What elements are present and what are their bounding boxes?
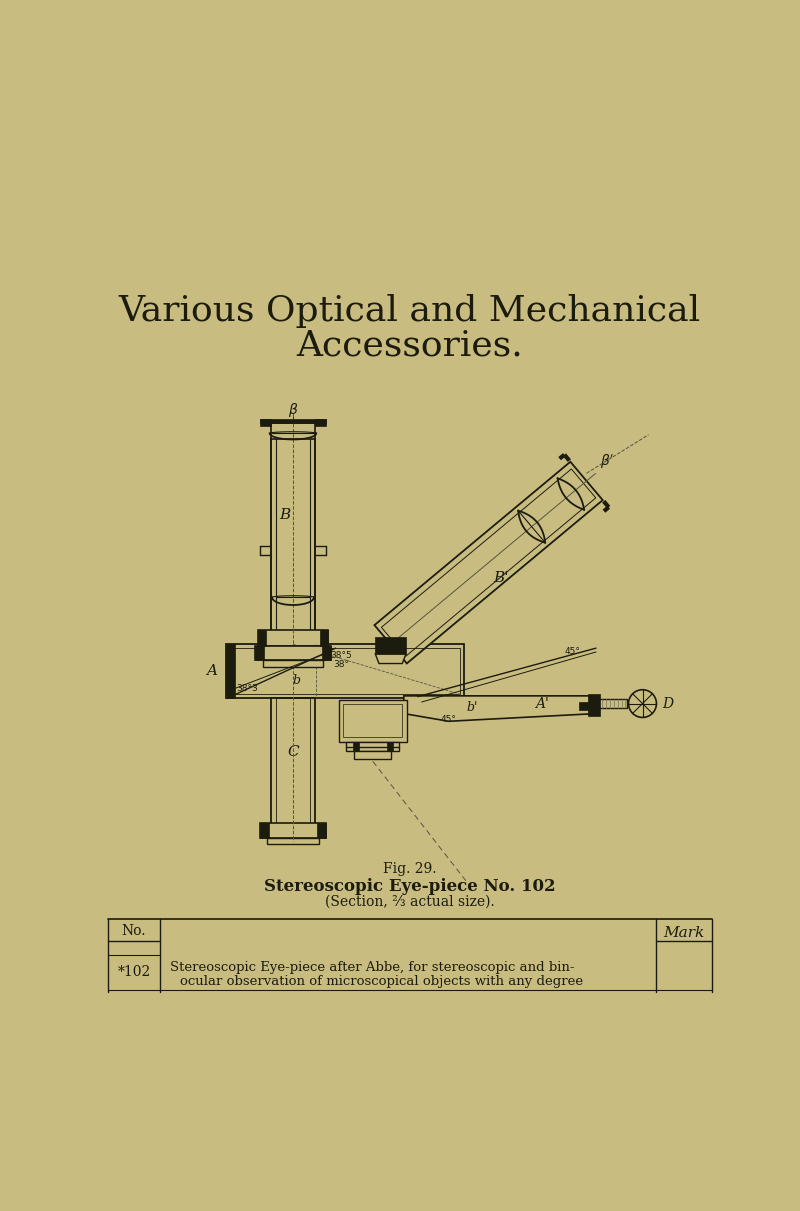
- Bar: [255, 645, 331, 660]
- Text: A': A': [535, 698, 549, 711]
- Bar: [386, 742, 393, 751]
- Bar: [315, 419, 326, 425]
- Bar: [262, 660, 323, 667]
- Text: $\beta$: $\beta$: [288, 401, 298, 419]
- Text: No.: No.: [122, 924, 146, 937]
- Text: $\beta'$: $\beta'$: [601, 453, 615, 471]
- Bar: [260, 823, 326, 838]
- Polygon shape: [374, 461, 602, 664]
- Bar: [579, 702, 590, 710]
- Text: (Section, ⅔ actual size).: (Section, ⅔ actual size).: [325, 895, 495, 908]
- Bar: [322, 645, 331, 660]
- Text: b': b': [466, 701, 478, 714]
- Text: a: a: [290, 650, 298, 664]
- Bar: [255, 645, 264, 660]
- Bar: [353, 742, 359, 751]
- Bar: [258, 631, 266, 645]
- Bar: [260, 823, 269, 838]
- Bar: [375, 637, 406, 654]
- Text: Fig. 29.: Fig. 29.: [383, 862, 437, 876]
- Text: Accessories.: Accessories.: [297, 328, 523, 362]
- Polygon shape: [375, 654, 406, 664]
- Text: 38°5: 38°5: [330, 650, 352, 660]
- Polygon shape: [404, 696, 596, 722]
- Bar: [320, 631, 328, 645]
- Bar: [346, 742, 399, 751]
- Text: 38°3: 38°3: [237, 684, 258, 693]
- Text: B: B: [280, 507, 291, 522]
- Bar: [230, 648, 460, 694]
- Bar: [343, 705, 402, 737]
- Text: 38°: 38°: [334, 660, 350, 668]
- Text: Various Optical and Mechanical: Various Optical and Mechanical: [119, 294, 701, 328]
- Bar: [260, 419, 326, 424]
- Bar: [588, 694, 600, 716]
- Bar: [596, 699, 627, 708]
- Text: C: C: [287, 745, 298, 759]
- Bar: [226, 644, 464, 699]
- Bar: [270, 699, 315, 834]
- Text: B': B': [493, 572, 508, 585]
- Bar: [410, 696, 596, 713]
- Text: Stereoscopic Eye-piece after Abbe, for stereoscopic and bin-: Stereoscopic Eye-piece after Abbe, for s…: [170, 960, 574, 974]
- Text: 45°: 45°: [441, 716, 457, 724]
- Text: A: A: [206, 664, 217, 678]
- Text: Mark: Mark: [664, 926, 705, 940]
- Text: Stereoscopic Eye-piece No. 102: Stereoscopic Eye-piece No. 102: [264, 878, 556, 895]
- Bar: [260, 419, 270, 425]
- Text: 45°: 45°: [565, 648, 581, 656]
- Bar: [354, 751, 391, 759]
- Text: ocular observation of microscopical objects with any degree: ocular observation of microscopical obje…: [180, 975, 583, 988]
- Text: b: b: [293, 675, 301, 687]
- Bar: [317, 823, 326, 838]
- Bar: [276, 699, 310, 834]
- Bar: [258, 631, 328, 645]
- Bar: [226, 644, 235, 699]
- Bar: [270, 424, 315, 438]
- Bar: [338, 700, 407, 742]
- Text: D: D: [662, 696, 674, 711]
- Bar: [266, 838, 319, 844]
- Circle shape: [629, 690, 657, 717]
- Text: *102: *102: [118, 964, 150, 978]
